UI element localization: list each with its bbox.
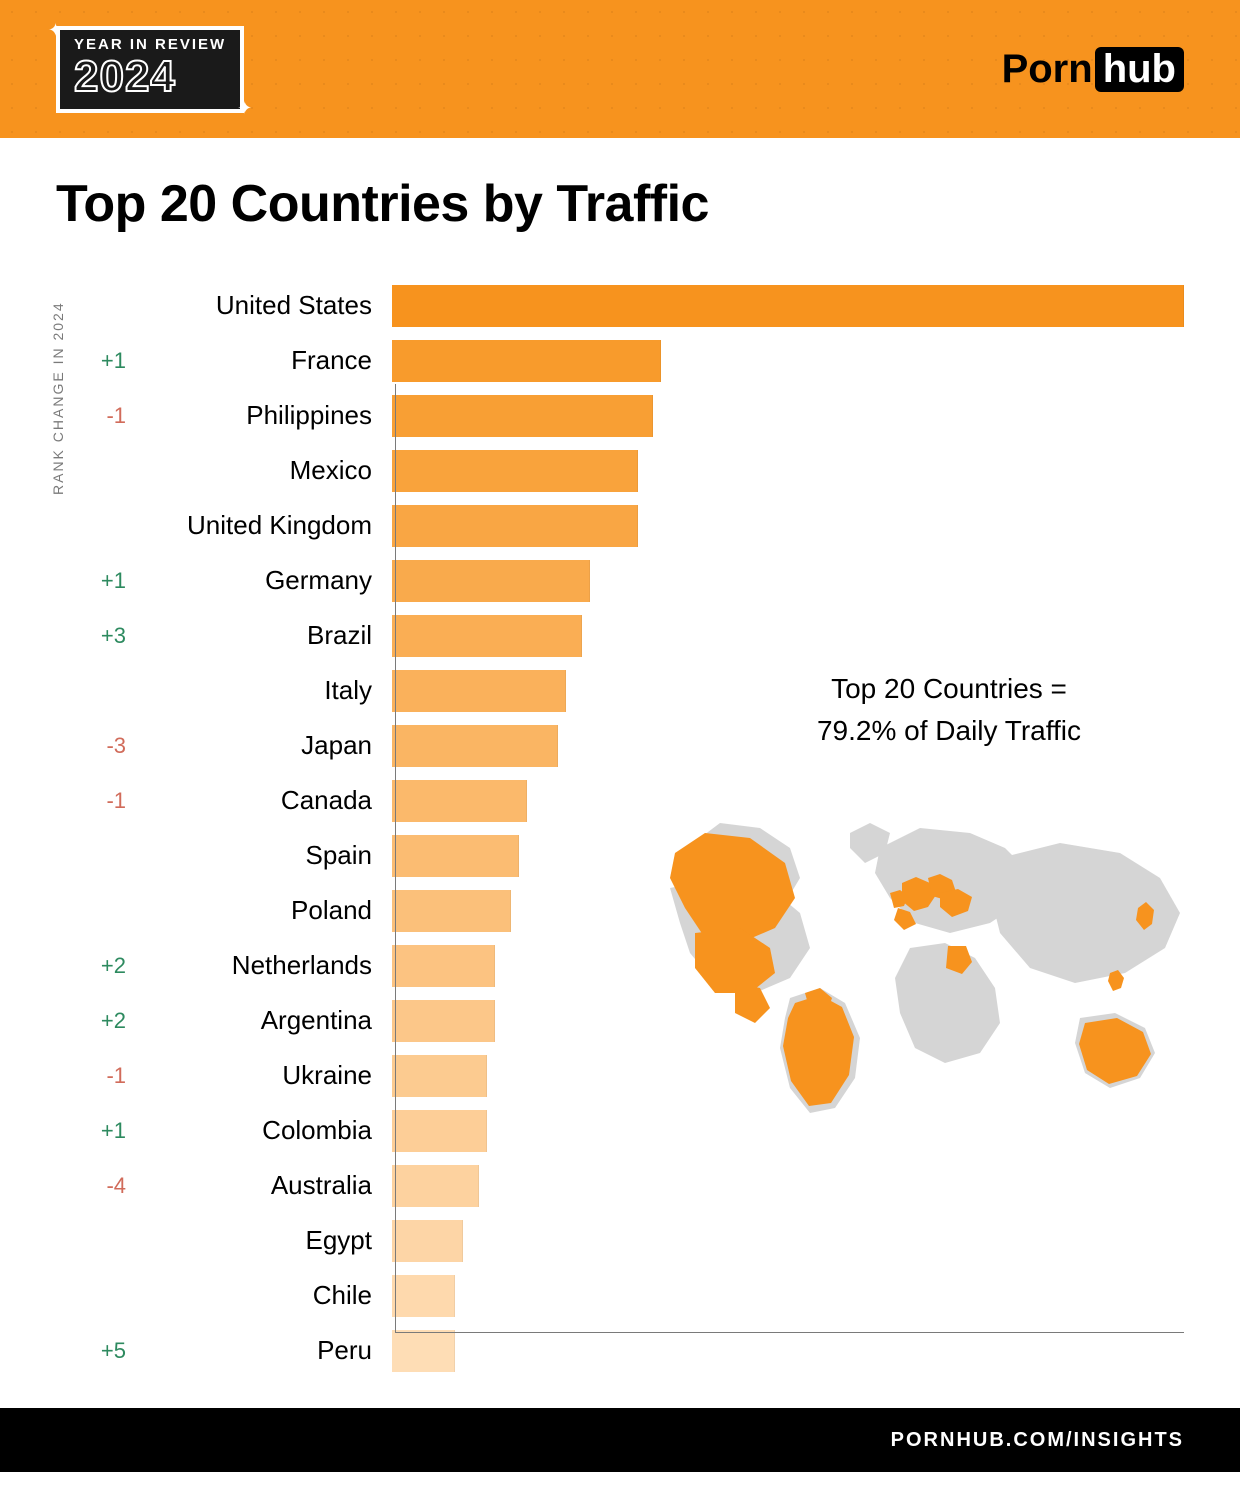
rank-change: +1 [56, 568, 132, 594]
rank-change: -4 [56, 1173, 132, 1199]
bar-track [392, 395, 1184, 437]
bar-track [392, 340, 1184, 382]
axis-line-x [395, 1332, 1184, 1333]
chart-row: -1Philippines [56, 388, 1184, 443]
bar [392, 835, 519, 877]
bar-track [392, 505, 1184, 547]
badge-year: 2024 [74, 55, 226, 99]
country-label: Mexico [132, 455, 392, 486]
sparkle-icon: ✦ [237, 98, 252, 119]
bar [392, 890, 511, 932]
country-label: Poland [132, 895, 392, 926]
chart-row: -4Australia [56, 1158, 1184, 1213]
rank-change: -1 [56, 1063, 132, 1089]
bar [392, 615, 582, 657]
country-label: Italy [132, 675, 392, 706]
country-label: Japan [132, 730, 392, 761]
bar [392, 1055, 487, 1097]
country-label: Netherlands [132, 950, 392, 981]
country-label: United States [132, 290, 392, 321]
bar-track [392, 1275, 1184, 1317]
sparkle-icon: ✦ [48, 20, 63, 41]
rank-change: +2 [56, 953, 132, 979]
chart-row: Mexico [56, 443, 1184, 498]
callout-text: Top 20 Countries = 79.2% of Daily Traffi… [714, 668, 1184, 752]
rank-change: +5 [56, 1338, 132, 1364]
brand-left: Porn [1002, 47, 1093, 92]
bar [392, 1275, 455, 1317]
chart-row: +1Germany [56, 553, 1184, 608]
bar [392, 945, 495, 987]
brand-logo: Porn hub [1002, 47, 1184, 92]
content-area: Top 20 Countries by Traffic RANK CHANGE … [0, 138, 1240, 1408]
country-label: Peru [132, 1335, 392, 1366]
bar [392, 1330, 455, 1372]
country-label: Germany [132, 565, 392, 596]
bar [392, 505, 638, 547]
country-label: Argentina [132, 1005, 392, 1036]
country-label: Chile [132, 1280, 392, 1311]
callout-line2: 79.2% of Daily Traffic [714, 710, 1184, 752]
year-in-review-badge: ✦ YEAR IN REVIEW 2024 ✦ [56, 26, 244, 113]
rank-change: +2 [56, 1008, 132, 1034]
bar [392, 285, 1184, 327]
bar-track [392, 450, 1184, 492]
bar [392, 450, 638, 492]
bar [392, 780, 527, 822]
rank-change: -1 [56, 788, 132, 814]
country-label: Colombia [132, 1115, 392, 1146]
bar [392, 1165, 479, 1207]
bar [392, 1000, 495, 1042]
axis-line-y [395, 384, 396, 1333]
footer-bar: PORNHUB.COM/INSIGHTS [0, 1408, 1240, 1472]
chart-row: United Kingdom [56, 498, 1184, 553]
country-label: France [132, 345, 392, 376]
bar [392, 395, 653, 437]
rank-change: -3 [56, 733, 132, 759]
header-banner: ✦ YEAR IN REVIEW 2024 ✦ Porn hub [0, 0, 1240, 138]
country-label: Brazil [132, 620, 392, 651]
rank-change: -1 [56, 403, 132, 429]
country-label: Egypt [132, 1225, 392, 1256]
rank-axis-label: RANK CHANGE IN 2024 [50, 288, 66, 508]
chart-row: Chile [56, 1268, 1184, 1323]
bar-track [392, 1330, 1184, 1372]
rank-change: +1 [56, 348, 132, 374]
country-label: United Kingdom [132, 510, 392, 541]
country-label: Australia [132, 1170, 392, 1201]
chart-title: Top 20 Countries by Traffic [56, 174, 1184, 234]
country-label: Philippines [132, 400, 392, 431]
rank-change: +3 [56, 623, 132, 649]
country-label: Spain [132, 840, 392, 871]
bar [392, 725, 558, 767]
chart-row: United States [56, 278, 1184, 333]
bar-track [392, 285, 1184, 327]
bar-track [392, 1220, 1184, 1262]
bar-track [392, 560, 1184, 602]
world-map [640, 798, 1200, 1128]
badge-top-text: YEAR IN REVIEW [74, 36, 226, 53]
chart-row: Egypt [56, 1213, 1184, 1268]
rank-change: +1 [56, 1118, 132, 1144]
bar-track [392, 615, 1184, 657]
country-label: Ukraine [132, 1060, 392, 1091]
country-label: Canada [132, 785, 392, 816]
bar [392, 340, 661, 382]
bar [392, 670, 566, 712]
callout-line1: Top 20 Countries = [714, 668, 1184, 710]
brand-right: hub [1095, 47, 1184, 92]
footer-text: PORNHUB.COM/INSIGHTS [891, 1429, 1184, 1452]
bar [392, 1110, 487, 1152]
chart-row: +3Brazil [56, 608, 1184, 663]
bar [392, 1220, 463, 1262]
bar-track [392, 1165, 1184, 1207]
chart-row: +1France [56, 333, 1184, 388]
bar [392, 560, 590, 602]
